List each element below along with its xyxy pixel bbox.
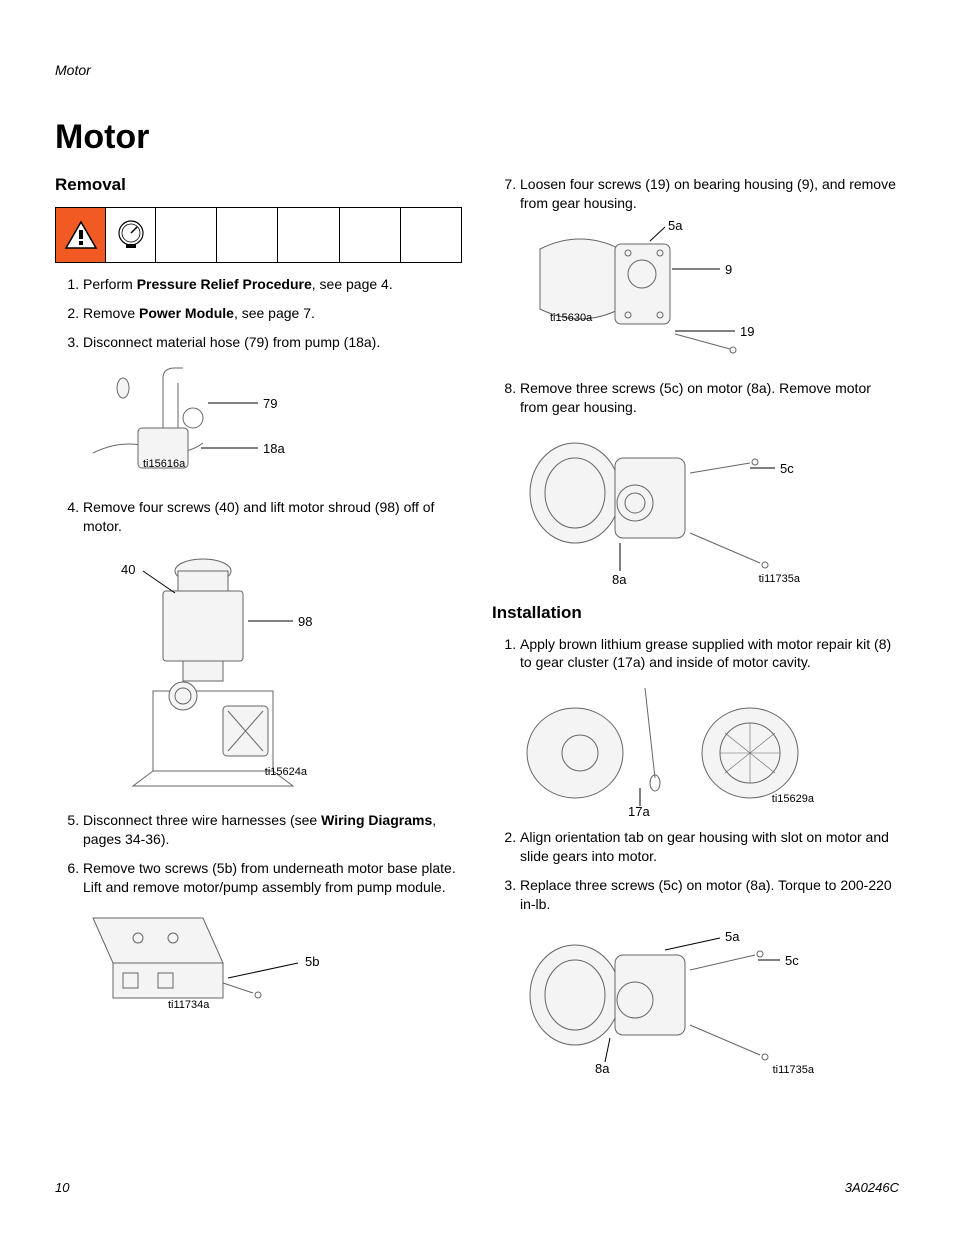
- callout-8a: 8a: [612, 571, 626, 589]
- callout-18a: 18a: [263, 440, 285, 458]
- figure-base-plate: 5b ti11734a: [83, 903, 343, 1023]
- step-text: Disconnect material hose (79) from pump …: [83, 334, 380, 350]
- callout-5c: 5c: [785, 952, 799, 970]
- callout-8a: 8a: [595, 1060, 609, 1078]
- pressure-gauge-icon: [106, 208, 156, 262]
- warning-cell-empty: [401, 208, 461, 262]
- callout-9: 9: [725, 261, 732, 279]
- removal-steps: Perform Pressure Relief Procedure, see p…: [55, 275, 462, 1023]
- step-6: Remove two screws (5b) from underneath m…: [83, 859, 462, 1023]
- callout-19: 19: [740, 323, 754, 341]
- callout-5a: 5a: [668, 217, 682, 235]
- step-5: Disconnect three wire harnesses (see Wir…: [83, 811, 462, 849]
- step-text: Perform: [83, 276, 137, 292]
- step-text: Replace three screws (5c) on motor (8a).…: [520, 877, 892, 912]
- step-text: Disconnect three wire harnesses (see: [83, 812, 321, 828]
- warning-cell-empty: [156, 208, 217, 262]
- page-footer: 10 3A0246C: [55, 1180, 899, 1195]
- warning-icon-row: [55, 207, 462, 263]
- warning-cell-empty: [340, 208, 401, 262]
- callout-40: 40: [121, 561, 135, 579]
- step-4: Remove four screws (40) and lift motor s…: [83, 498, 462, 802]
- step-text: , see page 4.: [312, 276, 393, 292]
- step-text: , see page 7.: [234, 305, 315, 321]
- step-2: Remove Power Module, see page 7.: [83, 304, 462, 323]
- content-columns: Removal: [55, 175, 899, 1090]
- right-column: Loosen four screws (19) on bearing housi…: [492, 175, 899, 1090]
- install-step-1: Apply brown lithium grease supplied with…: [520, 635, 899, 819]
- step-text: Loosen four screws (19) on bearing housi…: [520, 176, 896, 211]
- step-1: Perform Pressure Relief Procedure, see p…: [83, 275, 462, 294]
- step-bold: Wiring Diagrams: [321, 812, 432, 828]
- installation-steps: Apply brown lithium grease supplied with…: [492, 635, 899, 1080]
- step-8: Remove three screws (5c) on motor (8a). …: [520, 379, 899, 593]
- figure-id: ti11734a: [168, 998, 209, 1013]
- callout-5c: 5c: [780, 460, 794, 478]
- step-text: Remove three screws (5c) on motor (8a). …: [520, 380, 871, 415]
- step-text: Apply brown lithium grease supplied with…: [520, 636, 891, 671]
- warning-triangle-icon: [56, 208, 106, 262]
- figure-id: ti11735a: [759, 572, 800, 587]
- warning-cell-empty: [278, 208, 339, 262]
- install-step-2: Align orientation tab on gear housing wi…: [520, 828, 899, 866]
- step-text: Remove: [83, 305, 139, 321]
- removal-steps-cont: Loosen four screws (19) on bearing housi…: [492, 175, 899, 593]
- running-head: Motor: [55, 62, 91, 78]
- callout-17a: 17a: [628, 803, 650, 821]
- figure-id: ti15630a: [550, 311, 592, 326]
- step-text: Remove four screws (40) and lift motor s…: [83, 499, 434, 534]
- page-number: 10: [55, 1180, 69, 1195]
- figure-replace-screws: 5a 5c 8a ti11735a: [520, 920, 820, 1080]
- page-title: Motor: [55, 118, 899, 157]
- callout-79: 79: [263, 395, 277, 413]
- doc-number: 3A0246C: [845, 1180, 899, 1195]
- callout-5a: 5a: [725, 928, 739, 946]
- figure-motor-screws: 5c 8a ti11735a: [520, 423, 810, 593]
- callout-5b: 5b: [305, 953, 319, 971]
- figure-hose-pump: 79 18a ti15616a: [83, 358, 313, 488]
- installation-heading: Installation: [492, 603, 899, 623]
- step-bold: Power Module: [139, 305, 234, 321]
- step-3: Disconnect material hose (79) from pump …: [83, 333, 462, 488]
- step-text: Align orientation tab on gear housing wi…: [520, 829, 889, 864]
- removal-heading: Removal: [55, 175, 462, 195]
- figure-id: ti15616a: [143, 457, 185, 472]
- left-column: Removal: [55, 175, 462, 1090]
- figure-id: ti15629a: [772, 792, 814, 807]
- warning-cell-empty: [217, 208, 278, 262]
- figure-motor-shroud: 40 98 ti15624a: [83, 541, 343, 801]
- install-step-3: Replace three screws (5c) on motor (8a).…: [520, 876, 899, 1080]
- step-text: Remove two screws (5b) from underneath m…: [83, 860, 456, 895]
- figure-id: ti11735a: [773, 1063, 814, 1078]
- figure-id: ti15624a: [265, 765, 307, 780]
- step-bold: Pressure Relief Procedure: [137, 276, 312, 292]
- step-7: Loosen four screws (19) on bearing housi…: [520, 175, 899, 369]
- figure-bearing-housing: 5a 9 19 ti15630a: [520, 219, 780, 369]
- figure-grease-gears: 17a ti15629a: [520, 678, 820, 818]
- callout-98: 98: [298, 613, 312, 631]
